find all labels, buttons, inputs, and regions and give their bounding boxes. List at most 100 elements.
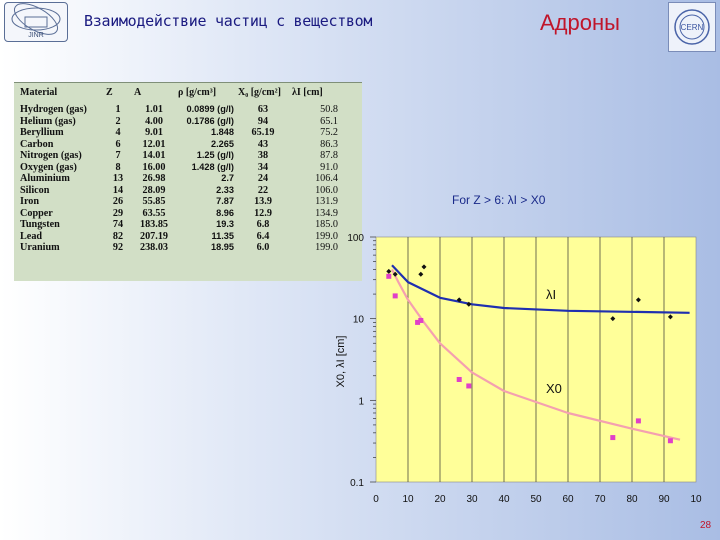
data-point	[667, 438, 673, 444]
x-tick-label: 70	[594, 494, 606, 505]
table-row: Tungsten 74 183.85 19.3 6.8 185.0	[18, 219, 340, 231]
y-tick-label: 100	[347, 233, 364, 244]
jinr-logo: JINR	[4, 2, 68, 42]
table-cell: 4	[115, 127, 121, 138]
table-cell: 92	[112, 242, 124, 253]
table-cell: 75.2	[320, 127, 338, 138]
table-cell: 86.3	[320, 138, 338, 150]
table-cell: 0.0899 (g/l)	[186, 104, 235, 114]
x-tick-label: 20	[434, 494, 446, 505]
table-cell: 8.96	[216, 207, 234, 218]
table-cell: 26.98	[142, 173, 166, 184]
data-point	[392, 293, 398, 299]
materials-table-body: Hydrogen (gas) 1 1.01 0.0899 (g/l) 63 50.8 Hel…	[18, 104, 340, 254]
cern-logo-text: CERN	[681, 23, 704, 32]
x-tick-label: 10	[690, 494, 702, 505]
jinr-logo-text: JINR	[28, 32, 44, 39]
series-line	[391, 264, 690, 314]
table-cell: 1.01	[145, 104, 163, 115]
data-point	[386, 273, 392, 279]
table-cell: 13	[112, 173, 124, 184]
table-cell: Uranium	[20, 242, 60, 253]
table-cell: Helium (gas)	[20, 115, 76, 127]
table-cell: Silicon	[20, 184, 50, 196]
table-row: Copper 29 63.55 8.96 12.9 134.9	[18, 208, 340, 220]
table-cell: 131.9	[315, 196, 338, 207]
table-cell: Hydrogen (gas)	[20, 104, 87, 115]
table-cell: 19.3	[216, 219, 234, 229]
y-tick-label: 0.1	[350, 478, 364, 489]
table-cell: 2.265	[211, 138, 234, 149]
table-cell: 28.09	[142, 184, 166, 196]
table-cell: 106.4	[315, 173, 338, 184]
x-tick-label: 40	[498, 494, 510, 505]
y-tick-label: 1	[358, 396, 364, 407]
table-cell: 8	[115, 161, 121, 173]
data-point	[415, 319, 421, 325]
x-tick-label: 60	[562, 494, 574, 505]
table-cell: Carbon	[20, 138, 54, 150]
data-point	[456, 297, 462, 303]
x-tick-label: 90	[658, 494, 670, 505]
table-row: Aluminium 13 26.98 2.7 24 106.4	[18, 173, 340, 185]
table-cell: 1.848	[211, 127, 234, 137]
table-row: Nitrogen (gas) 7 14.01 1.25 (g/l) 38 87.8	[18, 150, 340, 162]
table-cell: 94	[257, 115, 269, 127]
plot-note: For Z > 6: λI > X0	[452, 193, 546, 207]
table-cell: 13.9	[254, 196, 272, 207]
table-cell: 2	[115, 115, 121, 127]
table-cell: 14	[112, 184, 124, 196]
table-cell: Iron	[20, 196, 40, 207]
table-cell: 6	[115, 138, 121, 150]
table-cell: 29	[112, 207, 124, 219]
column-header: ρ [g/cm³]	[178, 87, 217, 98]
x-tick-label: 0	[373, 494, 379, 505]
table-cell: 82	[112, 230, 124, 242]
slide-topic-title: Адроны	[540, 10, 620, 35]
table-cell: 24	[257, 173, 269, 184]
table-cell: 12.01	[142, 138, 166, 150]
table-cell: Beryllium	[20, 127, 64, 138]
table-cell: 1.428 (g/l)	[191, 161, 234, 172]
data-point	[635, 297, 641, 303]
table-cell: 11.35	[211, 230, 234, 241]
column-header: Z	[106, 87, 113, 98]
table-cell: Aluminium	[20, 173, 70, 184]
table-row: Hydrogen (gas) 1 1.01 0.0899 (g/l) 63 50.8	[18, 104, 340, 116]
data-point	[392, 271, 398, 277]
data-point	[386, 268, 392, 274]
table-cell: 18.95	[211, 242, 234, 252]
table-cell: 199.0	[315, 230, 338, 242]
table-cell: 6.8	[256, 219, 270, 230]
table-cell: 16.00	[142, 161, 166, 173]
column-header: λI [cm]	[292, 87, 323, 98]
table-cell: 1.25 (g/l)	[196, 150, 234, 160]
materials-table-panel: Material Z A ρ [g/cm³] X₀ [g/cm²] λI [cm…	[14, 82, 362, 281]
table-cell: 183.85	[139, 219, 168, 230]
cern-logo: CERN	[668, 2, 716, 52]
table-cell: 50.8	[320, 104, 338, 115]
table-cell: Copper	[20, 207, 53, 219]
data-point	[466, 301, 472, 307]
table-cell: 7.87	[216, 196, 234, 206]
column-header: Material	[20, 87, 58, 98]
table-cell: 6.4	[256, 230, 270, 242]
table-row: Carbon 6 12.01 2.265 43 86.3	[18, 139, 340, 151]
table-row: Iron 26 55.85 7.87 13.9 131.9	[18, 196, 340, 208]
data-point	[610, 435, 616, 441]
table-cell: 185.0	[315, 219, 338, 230]
table-cell: 106.0	[315, 184, 338, 196]
cern-emblem-icon: CERN	[668, 2, 716, 52]
table-cell: 14.01	[142, 150, 166, 161]
table-row: Oxygen (gas) 8 16.00 1.428 (g/l) 34 91.0	[18, 162, 340, 174]
table-cell: 38	[257, 150, 269, 161]
table-cell: 12.9	[254, 207, 272, 219]
table-cell: 63.55	[142, 207, 166, 219]
table-row: Uranium 92 238.03 18.95 6.0 199.0	[18, 242, 340, 254]
table-cell: 74	[112, 219, 124, 230]
table-cell: 134.9	[315, 207, 338, 219]
y-tick-label: 10	[353, 315, 365, 326]
y-axis-label: X0, λI [cm]	[335, 336, 347, 388]
series-label-x0: X0	[546, 381, 562, 396]
table-cell: 4.00	[145, 115, 163, 127]
